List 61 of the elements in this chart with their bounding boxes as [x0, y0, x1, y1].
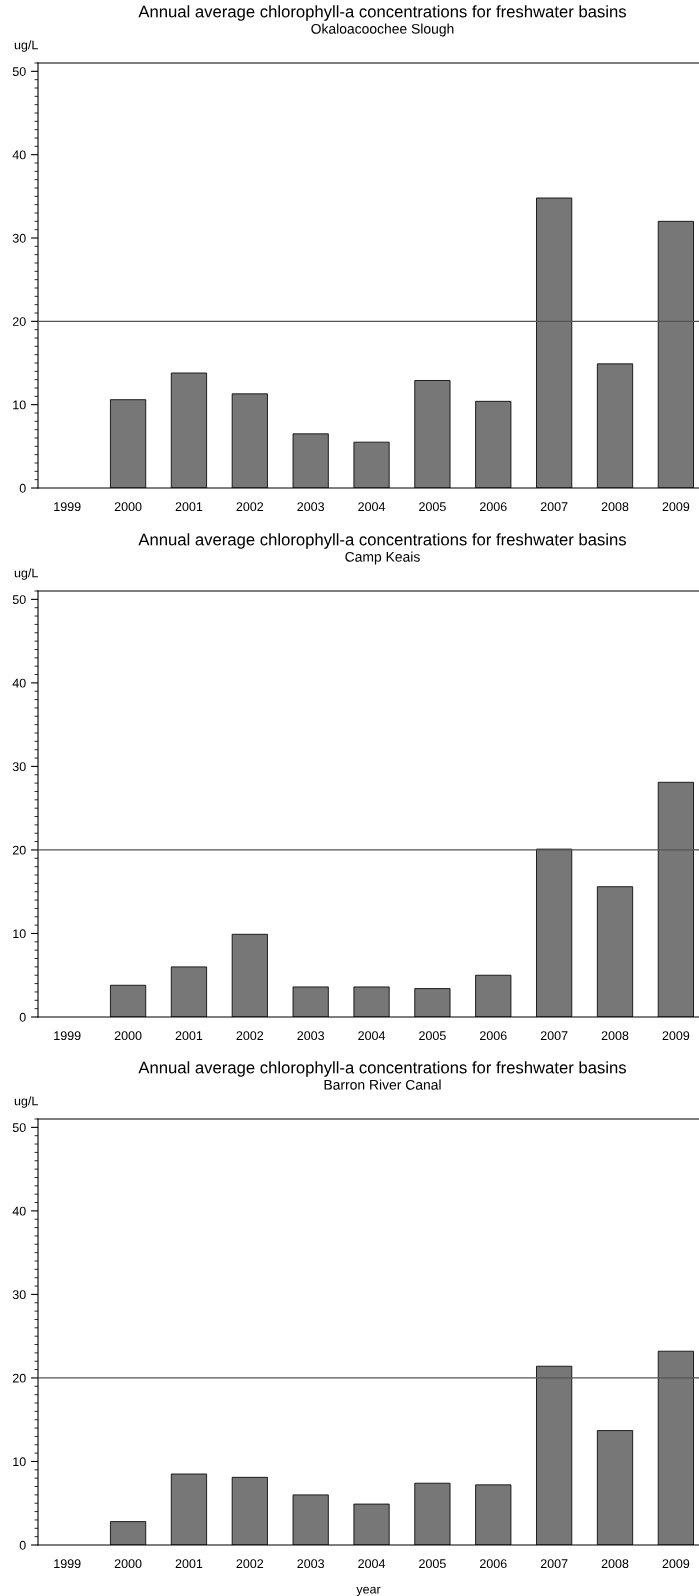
y-tick-label: 30: [12, 233, 26, 243]
x-tick-label: 2009: [662, 502, 690, 512]
chart-title: Annual average chlorophyll-a concentrations for freshwater basins: [138, 533, 627, 549]
chart-subtitle: Camp Keais: [345, 551, 420, 565]
x-tick-label: 2002: [236, 1559, 264, 1569]
x-tick-label: 2001: [175, 502, 203, 512]
y-tick-label: 30: [12, 1290, 26, 1300]
y-tick-label: 10: [13, 400, 26, 410]
x-tick-label: 2001: [175, 1559, 203, 1569]
chart-title: Annual average chlorophyll-a concentrations for freshwater basins: [138, 5, 627, 21]
x-tick-label: 2005: [419, 502, 446, 512]
y-tick-label: 50: [12, 595, 26, 605]
chart-subtitle: Okaloacoochee Slough: [311, 23, 454, 37]
x-tick-label: 2005: [419, 1559, 446, 1569]
y-axis-title: ug/L: [14, 40, 38, 52]
x-tick-label: 2003: [297, 1031, 325, 1041]
y-tick-label: 50: [12, 1123, 26, 1133]
x-tick-label: 2000: [114, 1559, 142, 1569]
x-tick-label: 2006: [480, 502, 507, 512]
x-tick-label: 2002: [236, 502, 264, 512]
y-axis-title: ug/L: [14, 1096, 38, 1108]
x-axis-title: year: [356, 1586, 381, 1596]
y-tick-label: 0: [19, 1540, 26, 1550]
x-tick-label: 2008: [601, 1559, 629, 1569]
y-tick-label: 20: [12, 1373, 26, 1383]
y-tick-label: 30: [12, 762, 26, 772]
x-tick-label: 1999: [54, 502, 81, 512]
y-tick-label: 0: [19, 1012, 26, 1022]
x-tick-label: 2007: [540, 1559, 568, 1569]
x-tick-label: 2002: [236, 1031, 264, 1041]
x-tick-label: 2009: [662, 1559, 690, 1569]
y-tick-label: 10: [13, 1457, 26, 1467]
y-axis-title: ug/L: [14, 568, 38, 580]
x-tick-label: 1999: [54, 1031, 81, 1041]
y-tick-label: 10: [13, 929, 26, 939]
y-tick-label: 50: [12, 67, 26, 76]
x-tick-label: 2008: [601, 502, 629, 512]
x-tick-label: 2004: [358, 1031, 386, 1041]
x-tick-label: 2003: [297, 1559, 325, 1569]
x-tick-label: 2003: [297, 502, 325, 512]
x-tick-label: 2004: [358, 502, 386, 512]
y-tick-label: 20: [12, 845, 26, 855]
x-tick-label: 2007: [540, 1031, 568, 1041]
x-tick-label: 2009: [662, 1031, 690, 1041]
x-tick-label: 2006: [480, 1031, 507, 1041]
chart-title: Annual average chlorophyll-a concentrations for freshwater basins: [138, 1061, 627, 1077]
x-tick-label: 2004: [358, 1559, 386, 1569]
x-tick-label: 2007: [540, 502, 568, 512]
y-tick-label: 40: [12, 150, 26, 160]
y-tick-label: 0: [19, 483, 26, 493]
x-tick-label: 2000: [114, 502, 142, 512]
x-tick-label: 2001: [175, 1031, 203, 1041]
chart-subtitle: Barron River Canal: [324, 1079, 441, 1090]
x-tick-label: 2008: [601, 1031, 629, 1041]
y-tick-label: 20: [12, 317, 26, 326]
y-tick-label: 40: [12, 1206, 26, 1216]
y-tick-label: 40: [12, 678, 26, 688]
x-tick-label: 2000: [114, 1031, 142, 1041]
x-tick-label: 2006: [480, 1559, 507, 1569]
x-tick-label: 1999: [54, 1559, 81, 1569]
x-tick-label: 2005: [419, 1031, 446, 1041]
